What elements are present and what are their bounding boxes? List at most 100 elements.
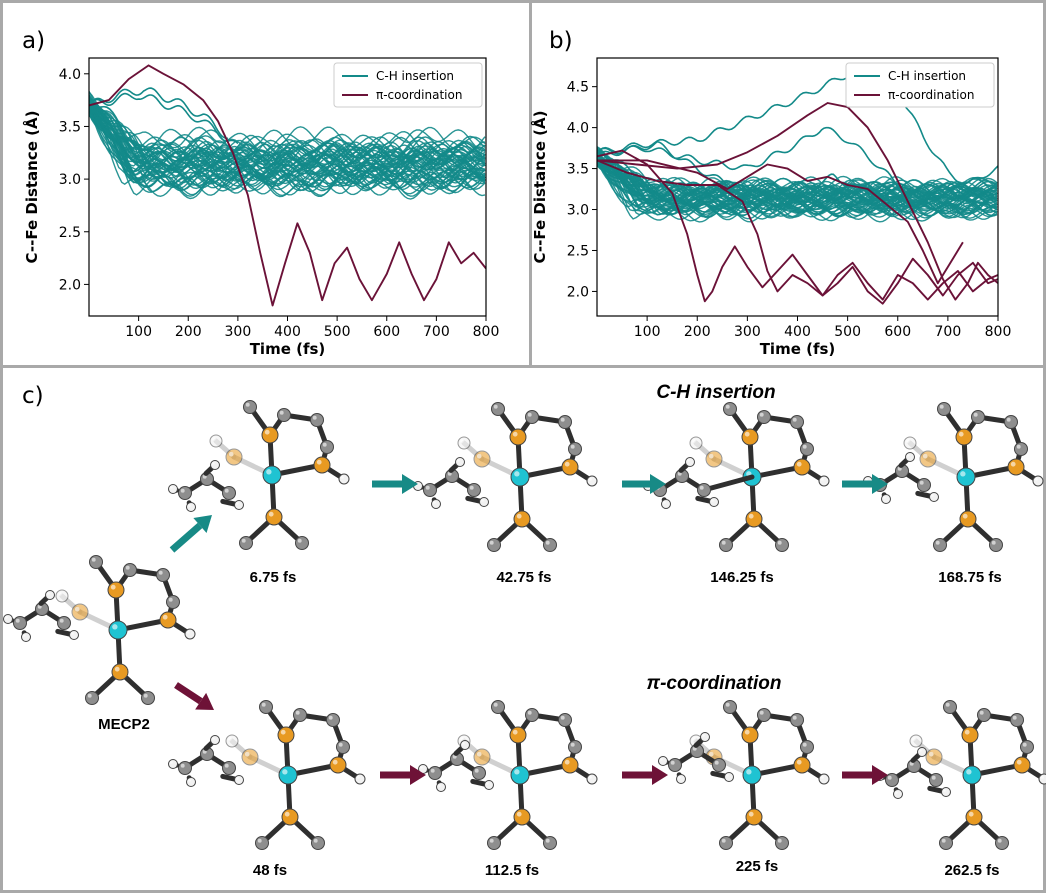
bottom-time-label-1: 48 fs: [252, 862, 288, 879]
ch-insertion-trajectory: [597, 150, 998, 197]
hydrogen-atom-highlight: [865, 478, 868, 481]
hydrogen-atom-highlight: [678, 776, 681, 779]
hydrogen-atom: [338, 473, 350, 485]
iron-atom: [262, 465, 282, 485]
hydrogen-atom-highlight: [188, 504, 191, 507]
carbon-atom-highlight: [802, 444, 807, 449]
carbon-atom: [178, 486, 192, 500]
hydrogen-atom: [689, 436, 703, 450]
x-tick-label: 400: [274, 324, 301, 340]
phosphorus-atom: [473, 748, 491, 766]
phosphorus-atom: [745, 808, 763, 826]
phosphorus-atom: [159, 611, 177, 629]
carbon-atom-highlight: [224, 488, 229, 493]
carbon-atom-highlight: [257, 838, 262, 843]
y-axis-label: C--Fe Distance (Å): [22, 111, 41, 264]
carbon-atom-highlight: [168, 597, 173, 602]
carbon-atom: [712, 758, 726, 772]
ch-insertion-excursion: [89, 92, 239, 145]
hydrogen-atom-highlight: [1034, 477, 1038, 481]
hydrogen-atom-highlight: [212, 462, 215, 465]
hydrogen-atom: [436, 782, 446, 792]
phosphorus-atom-highlight: [516, 811, 522, 817]
legend-entry: π-coordination: [888, 88, 974, 102]
phosphorus-atom: [509, 726, 527, 744]
phosphorus-atom-highlight: [512, 431, 518, 437]
hydrogen-atom-highlight: [460, 737, 464, 741]
y-tick-label: 3.0: [567, 203, 589, 219]
carbon-atom-highlight: [802, 742, 807, 747]
carbon-atom: [775, 538, 789, 552]
hydrogen-atom-highlight: [820, 775, 824, 779]
carbon-atom-highlight: [180, 488, 185, 493]
phosphorus-atom-highlight: [928, 751, 934, 757]
hydrogen-atom-highlight: [663, 501, 666, 504]
phosphorus-atom: [1013, 756, 1031, 774]
carbon-atom: [917, 478, 931, 492]
x-axis-label: Time (fs): [250, 340, 326, 358]
carbon-atom: [293, 708, 307, 722]
phosphorus-atom-highlight: [964, 729, 970, 735]
carbon-atom: [222, 761, 236, 775]
ch-insertion-trajectory: [89, 95, 486, 153]
hydrogen-atom: [586, 475, 598, 487]
carbon-atom: [1004, 415, 1018, 429]
carbon-atom-highlight: [777, 838, 782, 843]
legend-entry: π-coordination: [376, 88, 462, 102]
top-time-label-4: 168.75 fs: [938, 569, 1002, 586]
carbon-atom: [310, 413, 324, 427]
carbon-atom: [85, 691, 99, 705]
legend-entry: C-H insertion: [888, 69, 966, 83]
phosphorus-atom-highlight: [284, 811, 290, 817]
iron-atom: [278, 765, 298, 785]
hydrogen-atom-highlight: [711, 499, 714, 502]
x-tick-label: 100: [125, 324, 152, 340]
carbon-atom: [723, 402, 737, 416]
hydrogen-atom: [168, 759, 178, 769]
hydrogen-atom-highlight: [356, 775, 360, 779]
carbon-atom-highlight: [545, 540, 550, 545]
hydrogen-atom-highlight: [883, 496, 886, 499]
panel-b-label: b): [549, 28, 573, 54]
phosphorus-atom-highlight: [922, 453, 928, 459]
ch-insertion-trajectory: [89, 113, 486, 179]
ch-insertion-trajectory: [597, 154, 998, 215]
hydrogen-atom: [484, 780, 494, 790]
carbon-atom-highlight: [1012, 715, 1017, 720]
phosphorus-atom-highlight: [228, 451, 234, 457]
carbon-atom-highlight: [887, 775, 892, 780]
carbon-atom-highlight: [322, 442, 327, 447]
carbon-atom: [467, 483, 481, 497]
phosphorus-atom-highlight: [512, 729, 518, 735]
carbon-atom: [222, 486, 236, 500]
carbon-atom: [13, 616, 27, 630]
carbon-atom: [558, 713, 572, 727]
hydrogen-atom-highlight: [907, 454, 910, 457]
carbon-atom-highlight: [1016, 444, 1021, 449]
x-tick-label: 700: [935, 324, 962, 340]
x-tick-label: 200: [684, 324, 711, 340]
carbon-atom: [123, 563, 137, 577]
ch-insertion-trajectory: [89, 100, 486, 190]
hydrogen-atom-highlight: [486, 782, 489, 785]
hydrogen-atom-highlight: [236, 777, 239, 780]
ch-insertion-trajectory: [89, 107, 486, 191]
phosphorus-atom: [277, 726, 295, 744]
ch-insertion-excursion: [597, 126, 919, 199]
arrow-top-4-head: [872, 474, 888, 494]
carbon-atom: [156, 568, 170, 582]
hydrogen-atom: [903, 436, 917, 450]
carbon-atom: [543, 538, 557, 552]
carbon-atom: [57, 616, 71, 630]
carbon-atom-highlight: [338, 742, 343, 747]
phosphorus-atom-highlight: [280, 729, 286, 735]
iron-atom: [108, 620, 128, 640]
top-time-label-1: 6.75 fs: [249, 569, 297, 586]
legend-box: [333, 62, 483, 108]
carbon-atom-highlight: [312, 415, 317, 420]
phosphorus-atom: [705, 450, 723, 468]
phosphorus-atom-highlight: [796, 461, 802, 467]
carbon-atom: [775, 836, 789, 850]
ch-insertion-trajectory: [89, 97, 486, 173]
carbon-atom: [1014, 442, 1028, 456]
